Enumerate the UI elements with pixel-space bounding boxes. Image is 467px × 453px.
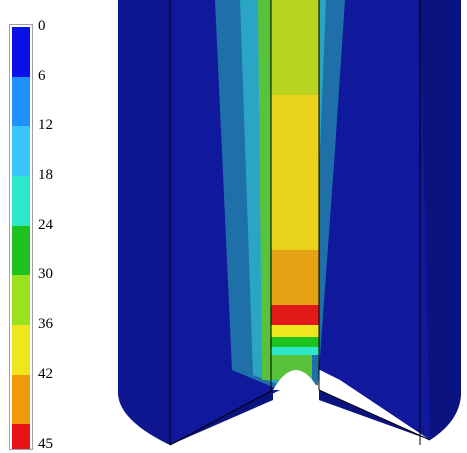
legend-tick-label: 45 [38,436,53,452]
legend-band [12,126,30,176]
legend-band [12,76,30,127]
legend-tick-label: 6 [38,67,46,84]
bottom-edge-left [169,389,274,446]
bore-cyan [271,347,319,355]
legend-band [12,225,30,276]
legend-band [12,27,30,77]
legend-band [12,424,30,449]
legend-band [12,175,30,226]
legend-tick-label: 42 [38,365,53,382]
legend-tick-label: 24 [38,216,53,233]
legend-tick-label: 12 [38,117,53,134]
bore-yellow [271,95,319,250]
bore-orange [271,250,319,305]
bore-red [271,305,319,325]
bottom-edge-right [318,389,431,441]
outer-cylinder-left-shade [118,0,170,445]
bore-yellow-2 [271,325,319,337]
legend-tick-label: 18 [38,166,53,183]
color-legend [9,24,33,450]
legend-tick-label: 0 [38,18,46,34]
outer-cylinder-right-shade [420,0,461,440]
legend-band [12,374,30,425]
bore-green [271,337,319,347]
legend-band [12,275,30,325]
bore-yellow-top [271,0,319,95]
legend-band [12,324,30,375]
legend-tick-label: 30 [38,266,53,283]
bore-opening [273,370,319,390]
legend-tick-label: 36 [38,315,53,332]
